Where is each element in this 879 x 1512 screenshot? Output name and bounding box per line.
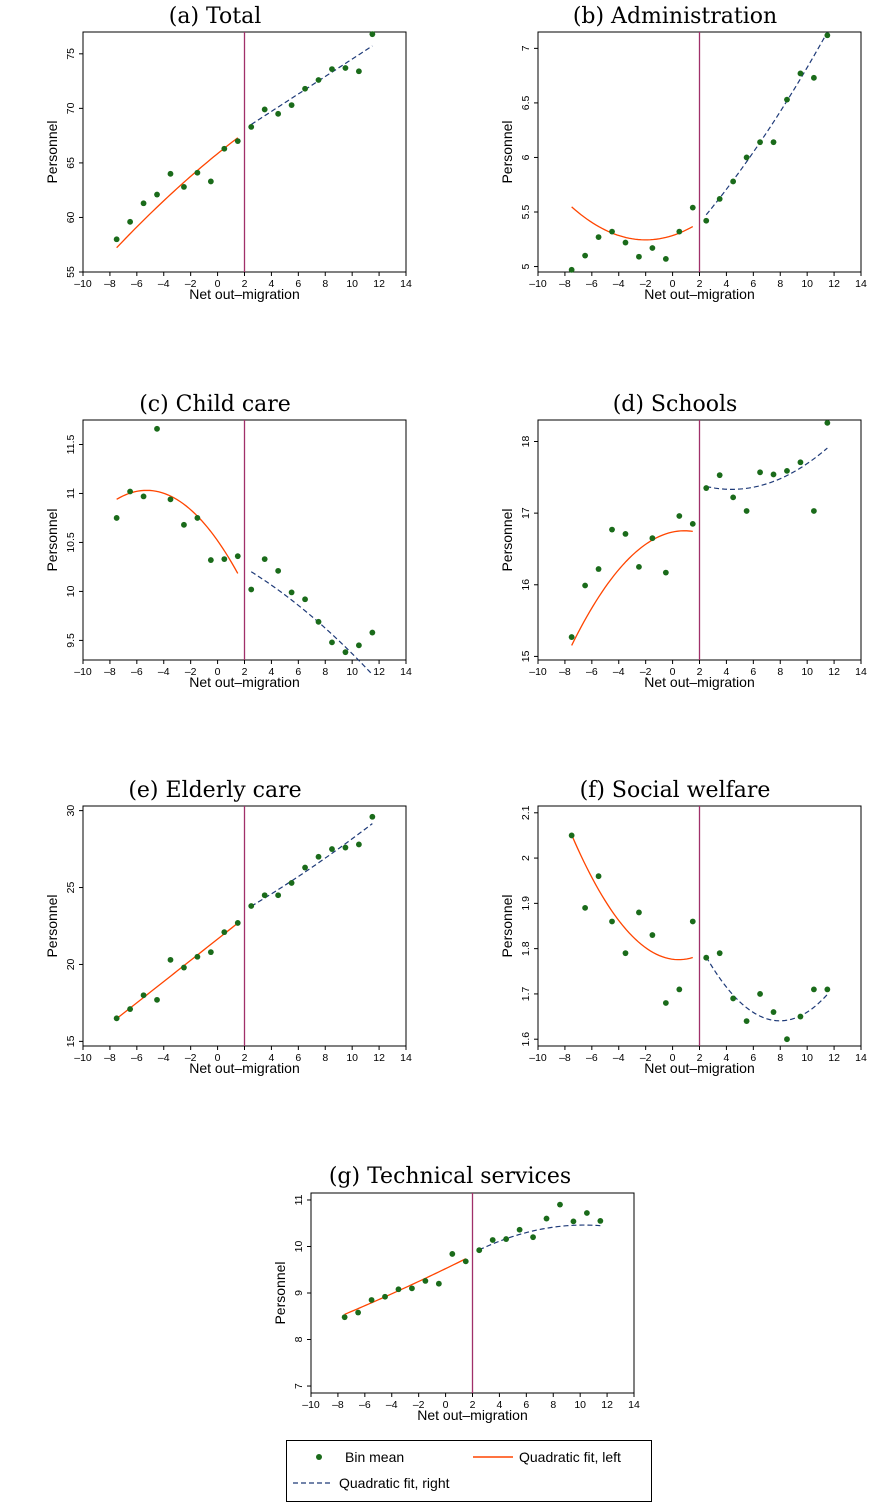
y-axis-label: Personnel	[272, 1261, 288, 1324]
data-point	[449, 1251, 455, 1257]
x-tick-label: 8	[550, 1399, 556, 1411]
legend-label: Quadratic fit, right	[339, 1475, 450, 1491]
fit-line-right	[479, 1225, 600, 1250]
data-point	[584, 1210, 590, 1216]
legend-line-solid	[473, 1450, 513, 1464]
data-point	[355, 1310, 361, 1316]
y-tick-label: 10	[293, 1240, 305, 1252]
data-point	[409, 1285, 415, 1291]
legend-item-fit-left: Quadratic fit, left	[473, 1449, 621, 1465]
legend-label: Bin mean	[345, 1449, 404, 1465]
data-point	[476, 1247, 482, 1253]
x-tick-label: –8	[332, 1399, 344, 1411]
y-tick-label: 8	[293, 1336, 305, 1342]
legend-item-fit-right: Quadratic fit, right	[293, 1475, 450, 1491]
legend-label: Quadratic fit, left	[519, 1449, 621, 1465]
data-point	[517, 1227, 523, 1233]
x-axis-label: Net out–migration	[417, 1407, 528, 1423]
data-point	[382, 1294, 388, 1300]
x-tick-label: 10	[574, 1399, 586, 1411]
data-point	[422, 1278, 428, 1284]
data-point	[557, 1202, 563, 1208]
y-tick-label: 9	[293, 1290, 305, 1296]
legend-item-bin-mean: Bin mean	[309, 1449, 404, 1465]
data-point	[544, 1216, 550, 1222]
data-point	[463, 1258, 469, 1264]
data-point	[530, 1234, 536, 1240]
data-point	[369, 1297, 375, 1303]
chart-legend: Bin mean Quadratic fit, left Quadratic f…	[286, 1440, 652, 1502]
x-tick-label: 14	[628, 1399, 640, 1411]
data-point	[342, 1314, 348, 1320]
data-point	[490, 1237, 496, 1243]
x-tick-label: –4	[386, 1399, 398, 1411]
y-tick-label: 7	[293, 1383, 305, 1389]
data-point	[503, 1236, 509, 1242]
legend-marker-dot	[309, 1450, 329, 1464]
x-tick-label: 12	[601, 1399, 613, 1411]
x-tick-label: –6	[359, 1399, 371, 1411]
fit-line-left	[345, 1259, 466, 1315]
y-tick-label: 11	[293, 1194, 305, 1205]
data-point	[597, 1218, 603, 1224]
legend-line-dashed	[293, 1476, 333, 1490]
data-point	[396, 1286, 402, 1292]
x-tick-label: –10	[302, 1399, 320, 1411]
data-point	[571, 1218, 577, 1224]
data-point	[436, 1281, 442, 1287]
